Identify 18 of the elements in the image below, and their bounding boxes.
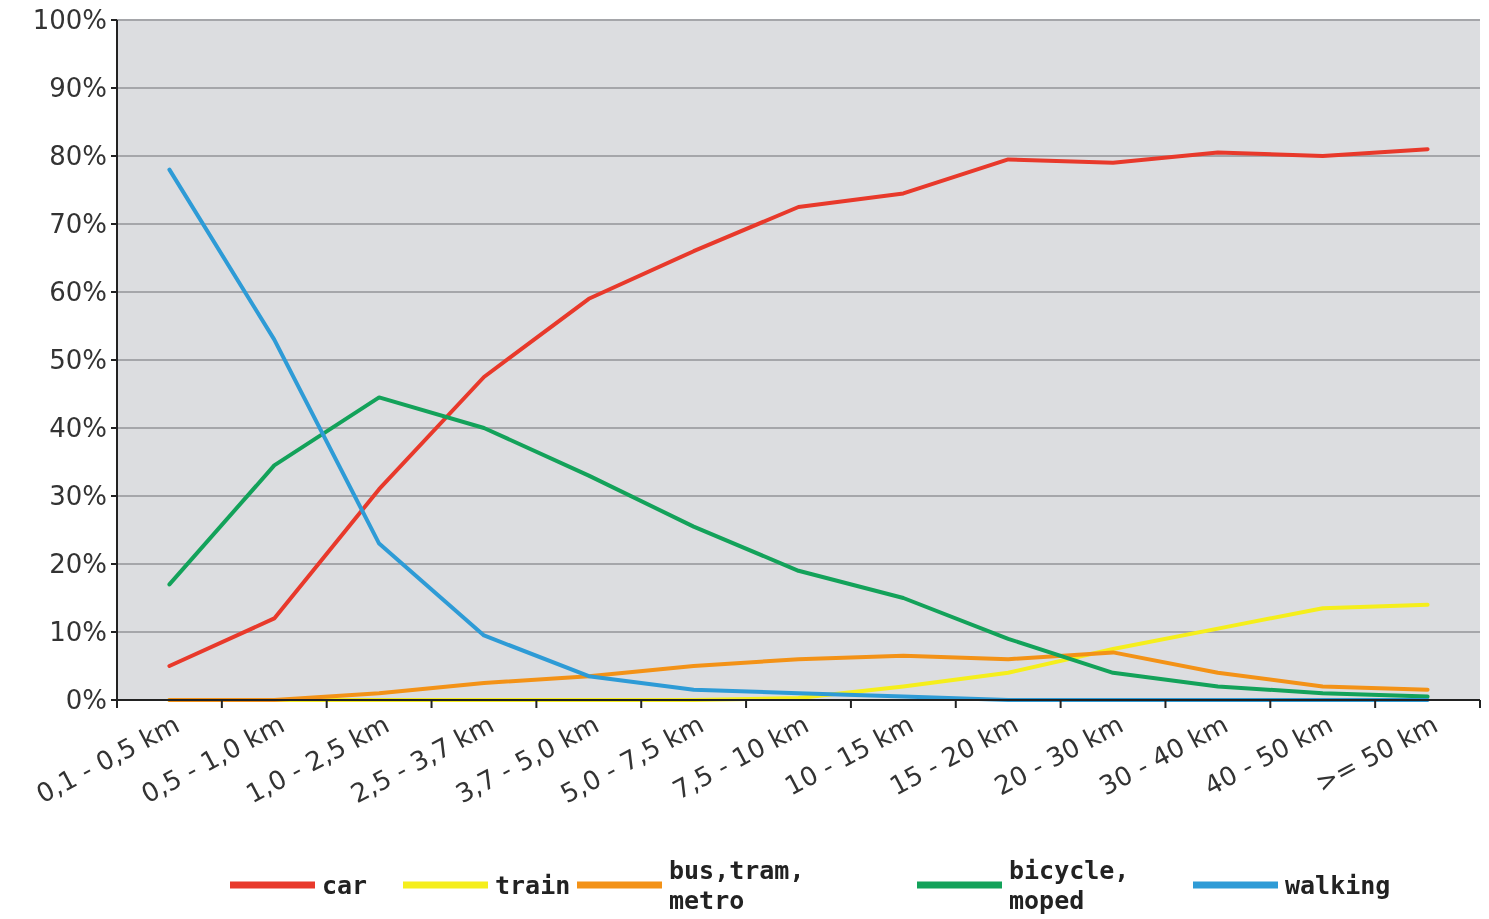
- y-tick-label: 60%: [49, 277, 107, 308]
- legend-label: train: [495, 870, 571, 900]
- y-tick-label: 90%: [49, 73, 107, 104]
- y-tick-label: 30%: [49, 481, 107, 512]
- y-tick-label: 40%: [49, 413, 107, 444]
- legend-label: bus,tram, metro: [669, 855, 805, 915]
- line-series: [167, 650, 1430, 702]
- y-tick-label: 10%: [49, 617, 107, 648]
- y-tick-label: 0%: [65, 685, 107, 716]
- y-tick-label: 70%: [49, 209, 107, 240]
- legend-label: walking: [1285, 870, 1391, 900]
- y-tick-label: 100%: [32, 5, 107, 36]
- line-series: [167, 395, 1430, 699]
- legend-label: bicycle, moped: [1009, 855, 1130, 915]
- y-tick-label: 80%: [49, 141, 107, 172]
- y-tick-label: 20%: [49, 549, 107, 580]
- legend-label: car: [322, 870, 368, 900]
- y-tick-label: 50%: [49, 345, 107, 376]
